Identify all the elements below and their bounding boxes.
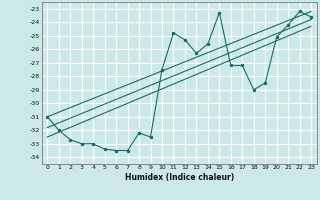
X-axis label: Humidex (Indice chaleur): Humidex (Indice chaleur) xyxy=(124,173,234,182)
